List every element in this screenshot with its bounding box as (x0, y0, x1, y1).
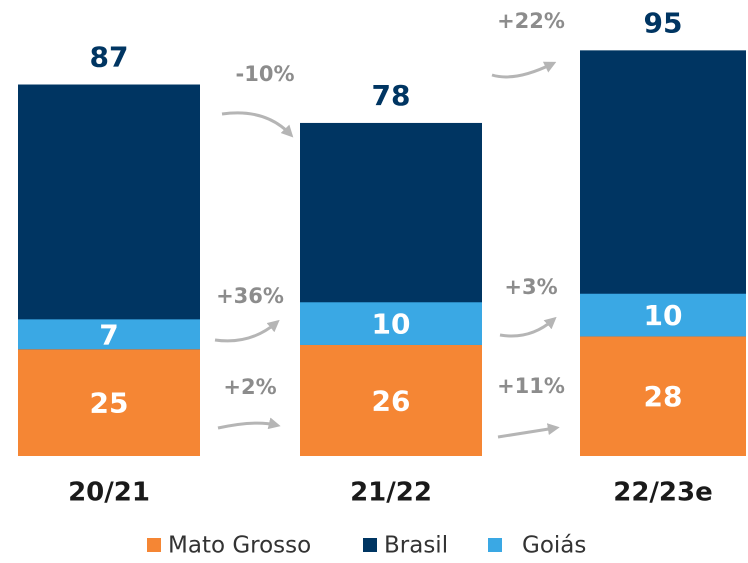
value-label: 26 (372, 384, 411, 417)
value-label: 28 (644, 380, 683, 413)
bars (18, 50, 746, 456)
legend-swatch (488, 538, 502, 552)
arrow (214, 319, 280, 343)
arrow (491, 61, 557, 79)
x-tick-label: 22/23e (613, 478, 713, 508)
bar (580, 293, 746, 337)
arrow (221, 111, 294, 138)
arrow (499, 316, 557, 338)
value-label: 95 (644, 6, 683, 39)
legend-label: Goiás (522, 533, 586, 559)
annotation: +11% (497, 374, 565, 398)
legend-swatch (363, 538, 377, 552)
annotation: -10% (236, 62, 295, 86)
value-label: 78 (372, 79, 411, 112)
bar (580, 336, 746, 456)
annotation: +2% (223, 375, 276, 399)
annotation: +36% (216, 284, 284, 308)
value-label: 7 (99, 318, 118, 351)
arrow (217, 417, 281, 430)
value-label: 87 (90, 41, 129, 74)
bar (18, 349, 200, 456)
bar (300, 302, 482, 345)
value-label: 10 (644, 299, 683, 332)
value-label: 25 (90, 387, 129, 420)
value-label: 10 (372, 308, 411, 341)
bar (300, 344, 482, 456)
arrow (497, 423, 560, 439)
annotation: +3% (504, 275, 557, 299)
legend-swatch (147, 538, 161, 552)
x-tick-label: 21/22 (350, 478, 432, 508)
bar (18, 319, 200, 350)
annotation: +22% (497, 9, 565, 33)
legend: Mato Grosso Brasil Goiás (147, 533, 586, 559)
legend-label: Mato Grosso (168, 533, 311, 559)
legend-label: Brasil (384, 533, 448, 559)
x-tick-label: 20/21 (68, 478, 150, 508)
